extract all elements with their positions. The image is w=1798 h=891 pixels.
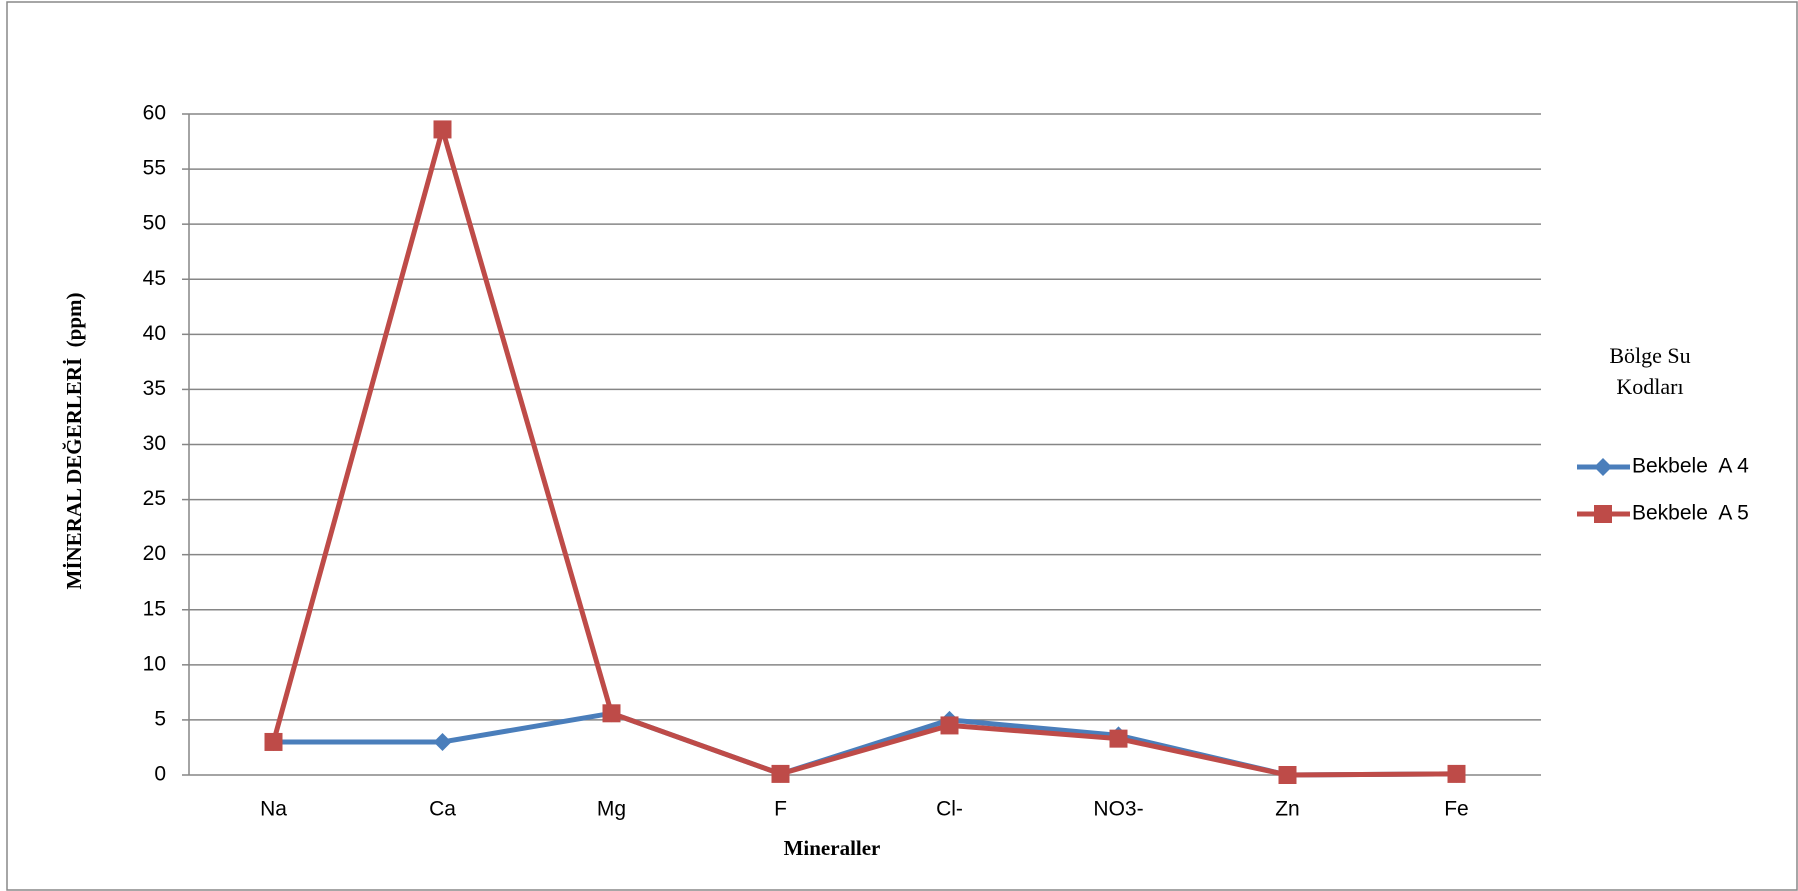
- series-line: [271, 126, 1457, 778]
- point: [1278, 766, 1297, 784]
- x-tick-label: Mg: [597, 798, 626, 821]
- point: [1109, 729, 1128, 748]
- y-tick-label: 5: [154, 707, 166, 730]
- x-tick-label: Zn: [1275, 798, 1300, 821]
- chart-frame: [6, 1, 1798, 891]
- y-tick-label: 10: [143, 652, 166, 675]
- x-tick-label: F: [774, 798, 787, 821]
- x-tick-label: Na: [260, 798, 287, 821]
- y-tick-label: 35: [143, 377, 166, 400]
- x-tick-label: NO3-: [1093, 798, 1143, 821]
- y-tick-label: 60: [143, 102, 166, 125]
- y-tick-label: 55: [143, 157, 166, 180]
- point: [433, 732, 452, 751]
- legend-marker: [1594, 505, 1612, 523]
- y-tick-label: 25: [143, 487, 166, 510]
- point: [433, 120, 452, 139]
- x-axis-title: Mineraller: [784, 836, 881, 860]
- y-tick-label: 40: [143, 322, 166, 345]
- y-tick-label: 50: [143, 212, 166, 235]
- legend-marker: [1594, 458, 1612, 476]
- y-tick-label: 30: [143, 432, 166, 455]
- y-tick-label: 20: [143, 542, 166, 565]
- y-tick-label: 15: [143, 597, 166, 620]
- point: [264, 732, 283, 751]
- y-tick-label: 0: [154, 763, 166, 786]
- point: [602, 704, 621, 723]
- x-tick-label: Cl-: [936, 798, 963, 821]
- point: [1447, 764, 1466, 783]
- x-tick-label: Fe: [1444, 798, 1469, 821]
- y-axis-title: MİNERAL DEĞERLERİ (ppm): [62, 293, 86, 590]
- y-tick-label: 45: [143, 267, 166, 290]
- legend-label: Bekbele A 5: [1632, 502, 1749, 525]
- series-line: [273, 710, 1457, 778]
- point: [771, 764, 790, 783]
- point: [940, 716, 959, 735]
- x-tick-label: Ca: [429, 798, 456, 821]
- legend-label: Bekbele A 4: [1632, 455, 1749, 478]
- legend-title: Bölge Su Kodları: [1609, 343, 1691, 399]
